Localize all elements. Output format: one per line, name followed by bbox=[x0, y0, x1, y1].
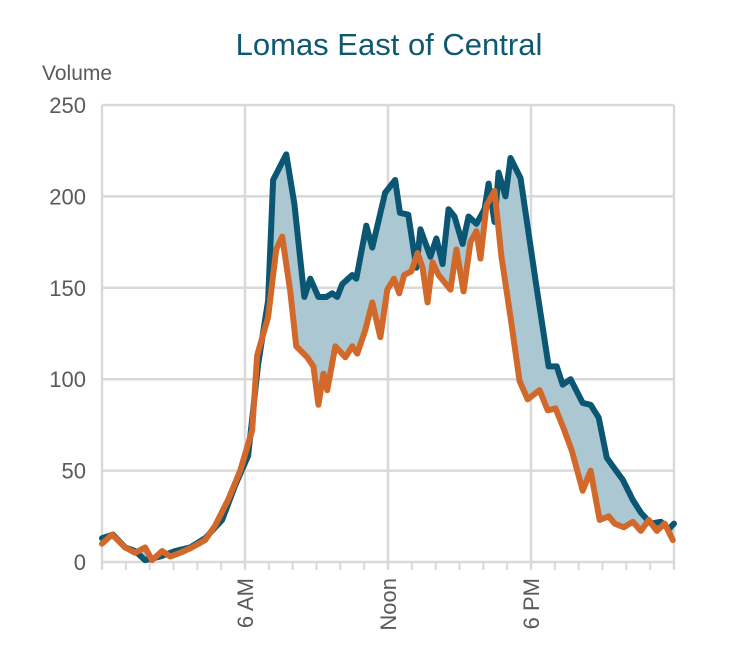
y-tick-label: 250 bbox=[49, 93, 86, 118]
series-line-b bbox=[99, 187, 676, 564]
chart-title: Lomas East of Central bbox=[236, 27, 543, 62]
x-tick-label: 6 AM bbox=[233, 578, 258, 628]
x-minor-ticks bbox=[101, 562, 675, 570]
x-tick-label: 6 PM bbox=[519, 578, 544, 629]
y-tick-label: 0 bbox=[74, 550, 86, 575]
y-tick-label: 200 bbox=[49, 184, 86, 209]
y-tick-label: 50 bbox=[62, 459, 86, 484]
y-tick-label: 100 bbox=[49, 367, 86, 392]
y-axis-label: Volume bbox=[42, 62, 112, 85]
x-tick-labels: 6 AM Noon 6 PM bbox=[233, 578, 544, 631]
x-tick-label: Noon bbox=[376, 578, 401, 631]
gridlines bbox=[100, 103, 676, 568]
y-tick-labels: 0 50 100 150 200 250 bbox=[49, 93, 86, 575]
y-tick-label: 150 bbox=[49, 276, 86, 301]
series-lines bbox=[99, 151, 677, 564]
